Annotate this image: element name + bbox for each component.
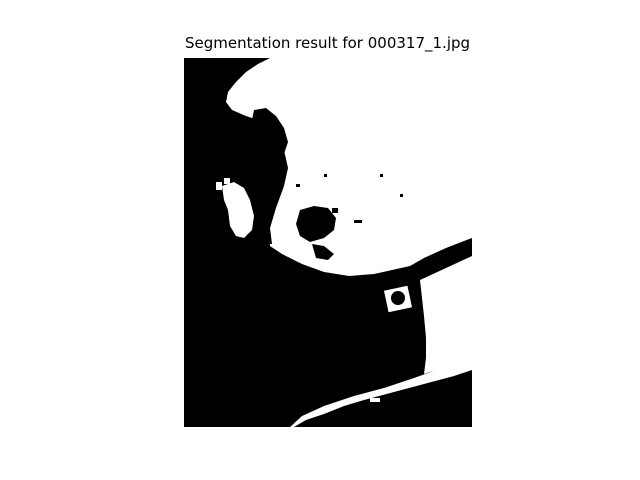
mask-speck (400, 194, 403, 197)
mask-speck (296, 184, 300, 187)
mask-speck (380, 174, 383, 177)
mask-eye-blob (312, 244, 334, 260)
mask-lower-stripe (290, 354, 472, 427)
figure-title: Segmentation result for 000317_1.jpg (184, 34, 471, 52)
segmentation-mask-image (184, 58, 472, 427)
segmentation-mask (184, 58, 472, 427)
mask-speck (324, 174, 327, 177)
mask-head-region (226, 58, 472, 276)
mask-eye-blob (296, 206, 336, 242)
mask-ear-specks (222, 182, 254, 238)
mask-speck (370, 398, 380, 402)
mask-speck (332, 208, 338, 213)
mask-tag (383, 285, 413, 313)
mask-right-patch (420, 256, 472, 374)
mask-speck (460, 304, 466, 312)
mask-hair-region (250, 108, 288, 244)
mask-speck (216, 182, 222, 190)
mask-speck (224, 178, 230, 184)
mask-speck (354, 220, 362, 223)
